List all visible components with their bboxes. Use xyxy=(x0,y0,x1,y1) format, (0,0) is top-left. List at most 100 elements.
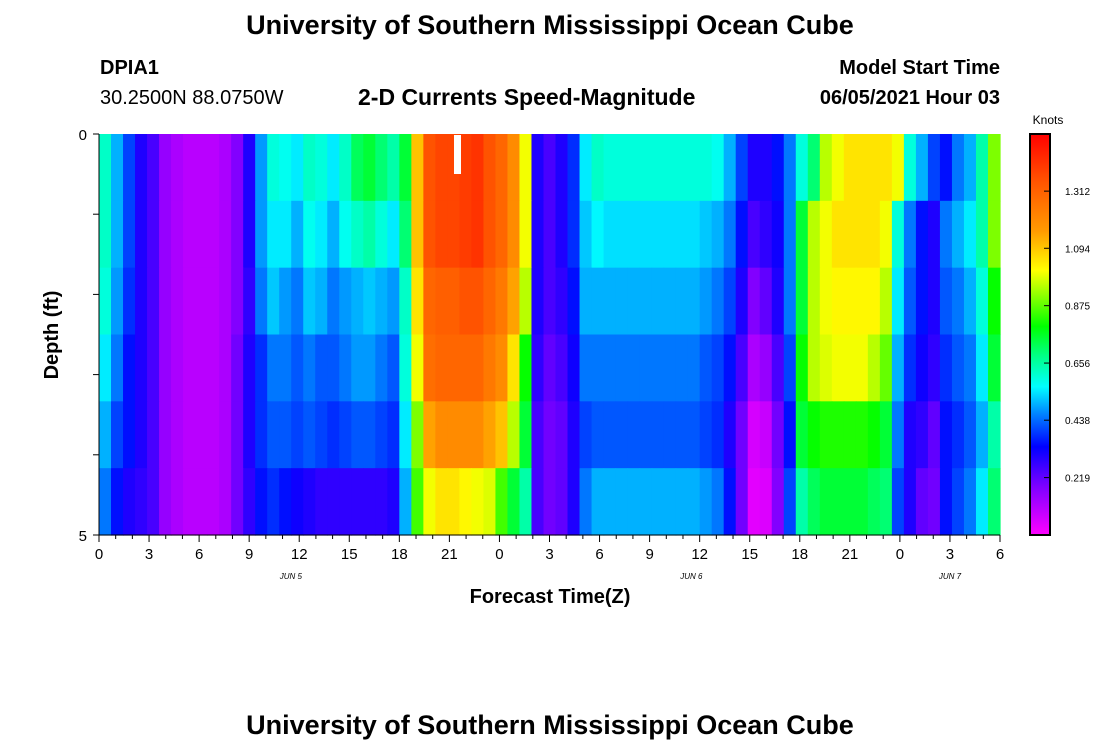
heatmap-cell xyxy=(807,200,821,269)
heatmap-cell xyxy=(963,334,977,402)
heatmap-cell xyxy=(891,334,905,402)
heatmap-cell xyxy=(339,334,352,402)
heatmap-cell xyxy=(219,468,232,536)
heatmap-cell xyxy=(939,134,953,202)
heatmap-cell xyxy=(927,134,941,202)
heatmap-cell xyxy=(819,267,833,336)
heatmap-cell xyxy=(471,334,485,402)
heatmap-cell xyxy=(135,401,148,469)
heatmap-cell xyxy=(771,468,785,536)
heatmap-cell xyxy=(603,401,617,469)
heatmap-cell xyxy=(123,267,136,336)
x-axis-tick-label: 12 xyxy=(691,546,708,563)
x-axis-title: Forecast Time(Z) xyxy=(470,586,631,608)
heatmap-cell xyxy=(531,468,545,536)
y-axis-title: Depth (ft) xyxy=(41,291,63,380)
heatmap-cell xyxy=(879,401,893,469)
heatmap-cell xyxy=(195,267,208,336)
y-axis-tick-label: 5 xyxy=(79,528,87,545)
heatmap-cell xyxy=(231,200,244,269)
heatmap-cell xyxy=(375,134,388,202)
heatmap-cell xyxy=(111,200,124,269)
heatmap-cell xyxy=(759,200,773,269)
heatmap-cell xyxy=(171,401,184,469)
heatmap-cell xyxy=(135,267,148,336)
heatmap-cell xyxy=(327,468,340,536)
colorbar-unit-label: Knots xyxy=(1033,113,1064,127)
heatmap-cell xyxy=(219,134,232,202)
heatmap-cell xyxy=(483,267,497,336)
heatmap-cell xyxy=(495,267,509,336)
heatmap-cell xyxy=(987,267,1001,336)
heatmap-cell xyxy=(159,401,172,469)
heatmap-cell xyxy=(663,401,677,469)
heatmap-cell xyxy=(435,267,448,336)
heatmap-cell xyxy=(279,134,292,202)
heatmap-cell xyxy=(483,334,497,402)
heatmap-cell xyxy=(711,134,725,202)
heatmap-cell xyxy=(387,468,400,536)
heatmap-cell xyxy=(867,267,881,336)
heatmap-cell xyxy=(423,200,436,269)
heatmap-cell xyxy=(639,200,653,269)
heatmap-cell xyxy=(783,267,797,336)
heatmap-cell xyxy=(591,401,605,469)
heatmap-cell xyxy=(615,200,629,269)
heatmap-cell xyxy=(447,267,460,336)
heatmap-cell xyxy=(747,468,761,536)
heatmap-cell xyxy=(963,134,977,202)
heatmap-cell xyxy=(543,200,557,269)
heatmap-cell xyxy=(651,134,665,202)
heatmap-cell xyxy=(771,401,785,469)
heatmap-cell xyxy=(867,134,881,202)
colorbar-tick-label: 0.875 xyxy=(1065,302,1090,313)
heatmap-cell xyxy=(831,267,845,336)
heatmap-cell xyxy=(483,134,497,202)
heatmap-cell xyxy=(771,334,785,402)
heatmap-cell xyxy=(675,468,689,536)
heatmap-cell xyxy=(915,334,929,402)
heatmap-cell xyxy=(279,200,292,269)
heatmap-cell xyxy=(963,468,977,536)
heatmap-cell xyxy=(507,334,521,402)
heatmap-cell xyxy=(123,401,136,469)
heatmap-cell xyxy=(159,468,172,536)
heatmap-cell xyxy=(159,334,172,402)
heatmap-cell xyxy=(855,334,869,402)
heatmap-cell xyxy=(351,134,364,202)
heatmap-cell xyxy=(243,134,256,202)
heatmap-cell xyxy=(975,200,989,269)
heatmap-cell xyxy=(387,334,400,402)
station-id: DPIA1 xyxy=(100,57,159,79)
heatmap-cell xyxy=(267,200,280,269)
heatmap-cell xyxy=(495,401,509,469)
heatmap-cell xyxy=(507,401,521,469)
heatmap-cell xyxy=(339,267,352,336)
heatmap-cell xyxy=(603,334,617,402)
heatmap-cell xyxy=(795,200,809,269)
x-axis-tick-label: 21 xyxy=(841,546,858,563)
heatmap-cell xyxy=(279,401,292,469)
heatmap-cell xyxy=(423,401,436,469)
heatmap-cell xyxy=(975,468,989,536)
heatmap-cell xyxy=(171,468,184,536)
heatmap-cell xyxy=(99,401,112,469)
heatmap-cell xyxy=(891,468,905,536)
heatmap-cell xyxy=(99,267,112,336)
heatmap-cell xyxy=(519,134,533,202)
heatmap-cell xyxy=(663,468,677,536)
heatmap-cell xyxy=(843,468,857,536)
heatmap-cell xyxy=(303,200,316,269)
heatmap-cell xyxy=(543,468,557,536)
heatmap-cell xyxy=(135,334,148,402)
heatmap-cell xyxy=(723,134,737,202)
heatmap-cell xyxy=(687,267,701,336)
heatmap-cell xyxy=(459,134,473,202)
heatmap-cell xyxy=(627,134,641,202)
heatmap-cell xyxy=(207,334,220,402)
heatmap-cell xyxy=(435,401,448,469)
heatmap-cell xyxy=(387,134,400,202)
heatmap-cell xyxy=(951,267,965,336)
heatmap-cell xyxy=(159,267,172,336)
heatmap-cell xyxy=(639,468,653,536)
